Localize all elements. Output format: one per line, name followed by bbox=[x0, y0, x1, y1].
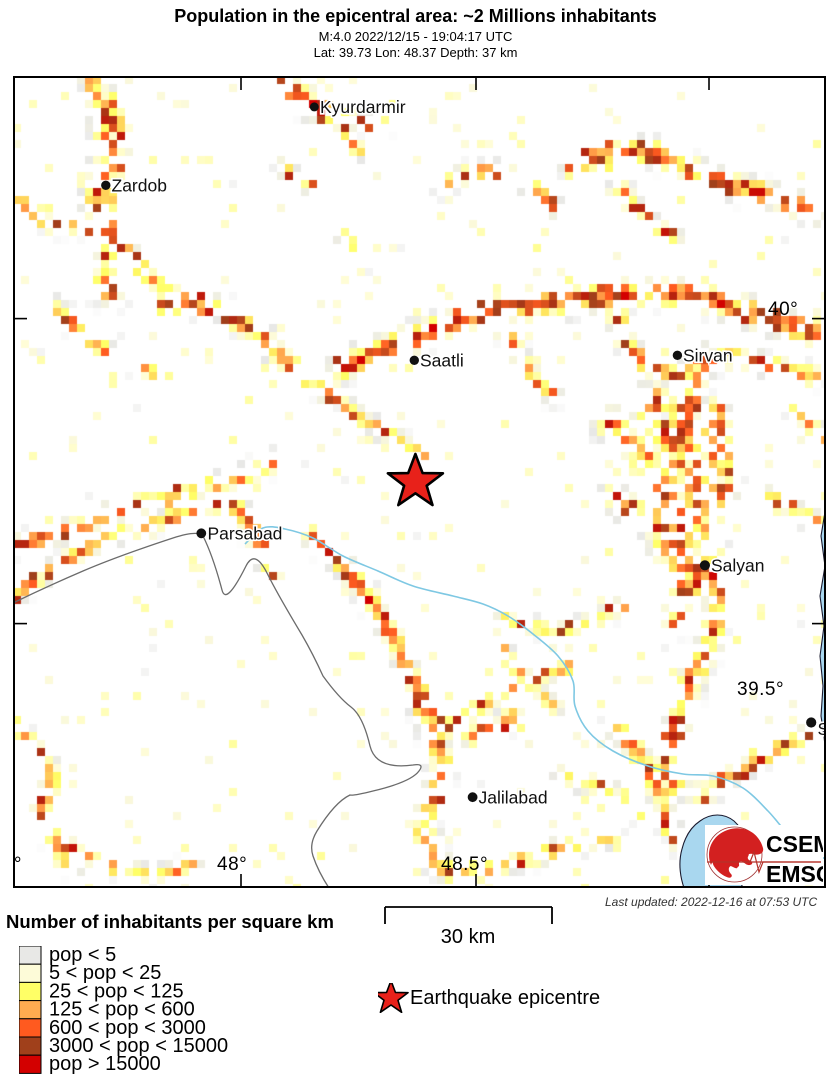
svg-text:EMSC: EMSC bbox=[766, 861, 823, 885]
svg-text:Earthquake epicentre: Earthquake epicentre bbox=[410, 987, 600, 1009]
svg-text:CSEM: CSEM bbox=[766, 831, 823, 857]
svg-text:30 km: 30 km bbox=[441, 926, 495, 946]
svg-text:pop > 15000: pop > 15000 bbox=[49, 1053, 161, 1074]
